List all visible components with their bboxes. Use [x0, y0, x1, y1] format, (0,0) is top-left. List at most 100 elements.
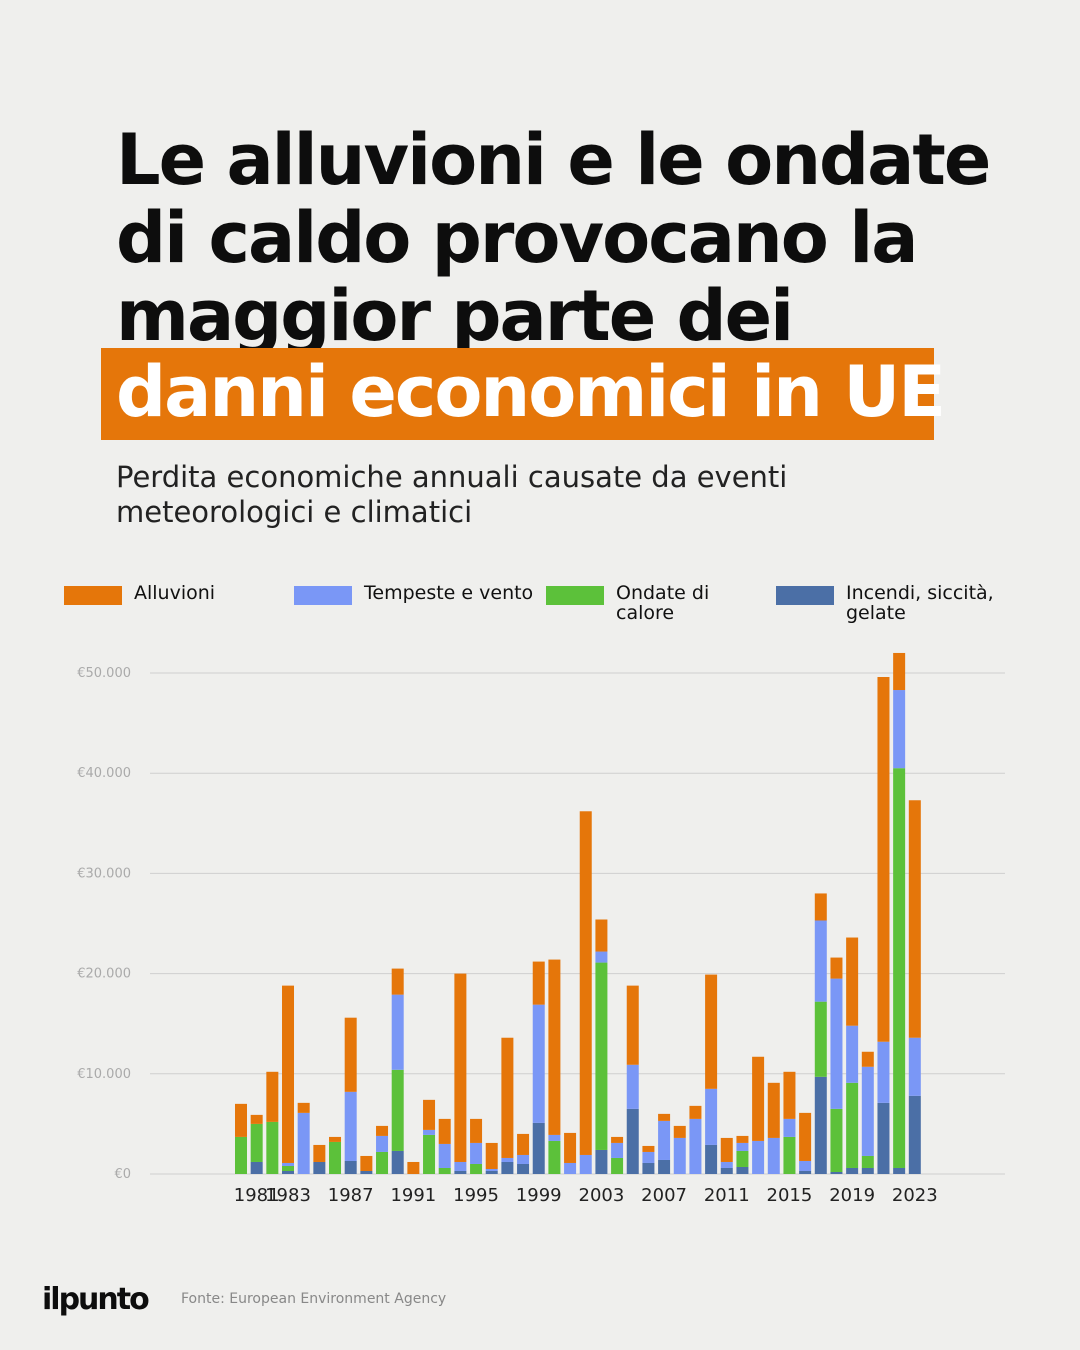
bar-segment	[783, 1136, 796, 1174]
y-tick-label: €20.000	[77, 967, 131, 982]
bar-segment	[266, 1071, 279, 1122]
title-line: di caldo provocano la	[116, 197, 918, 279]
bar-segment	[846, 1025, 859, 1083]
bar-segment	[407, 1161, 420, 1174]
bar-segment	[877, 677, 890, 1042]
bar-segment	[548, 1140, 561, 1174]
legend-swatch	[294, 586, 352, 605]
bar-segment	[705, 974, 718, 1089]
legend-label: Ondate di calore	[616, 582, 710, 624]
bar-segment	[376, 1151, 389, 1174]
bar-segment	[642, 1162, 655, 1174]
bar-segment	[736, 1166, 749, 1174]
x-tick-label: 1983	[265, 1185, 311, 1206]
bar-segment	[658, 1159, 671, 1174]
bar-segment	[736, 1142, 749, 1151]
bar-segment	[282, 985, 295, 1163]
bar-segment	[454, 1170, 467, 1174]
bar-segment	[877, 1041, 890, 1103]
bar-segment	[799, 1170, 812, 1174]
legend-label: Tempeste e vento	[364, 582, 534, 604]
y-tick-label: €0	[114, 1167, 131, 1182]
bar-segment	[846, 1167, 859, 1174]
bar-segment	[532, 1122, 545, 1174]
bar-segment	[423, 1129, 436, 1135]
bar-segment	[391, 968, 404, 995]
bar-segment	[642, 1145, 655, 1152]
bar-segment	[720, 1161, 733, 1168]
bar-segment	[438, 1167, 451, 1174]
x-tick-label: 2019	[829, 1185, 875, 1206]
x-tick-label: 2003	[579, 1185, 625, 1206]
bar-segment	[814, 1076, 827, 1174]
bar-segment	[438, 1143, 451, 1168]
bar-segment	[908, 1037, 921, 1096]
y-tick-label: €10.000	[77, 1067, 131, 1082]
bar-segment	[423, 1134, 436, 1174]
bar-segment	[814, 920, 827, 1002]
bar-segment	[250, 1123, 263, 1162]
logo: ilpunto	[42, 1282, 150, 1317]
x-tick-label: 1991	[390, 1185, 436, 1206]
legend-label: Alluvioni	[134, 582, 216, 604]
bar-segment	[501, 1157, 514, 1162]
bar-segment	[470, 1142, 483, 1164]
bar-segment	[329, 1141, 342, 1174]
bar-segment	[736, 1150, 749, 1167]
bar-segment	[454, 973, 467, 1162]
x-tick-label: 2023	[892, 1185, 938, 1206]
x-tick-label: 2015	[767, 1185, 813, 1206]
bar-segment	[579, 811, 592, 1155]
bar-segment	[235, 1136, 247, 1174]
subtitle-line: Perdita economiche annuali causate da ev…	[116, 460, 788, 494]
bar-segment	[705, 1088, 718, 1145]
bar-segment	[752, 1056, 765, 1141]
x-tick-label: 1995	[453, 1185, 499, 1206]
bar-segment	[689, 1118, 702, 1174]
bar-segment	[391, 994, 404, 1070]
bar-segment	[783, 1071, 796, 1119]
bar-segment	[893, 768, 906, 1168]
bar-segment	[736, 1135, 749, 1143]
bar-segment	[814, 893, 827, 921]
bar-segment	[799, 1160, 812, 1171]
bar-segment	[642, 1151, 655, 1163]
bar-segment	[830, 957, 843, 979]
bar-segment	[391, 1150, 404, 1174]
bar-segment	[376, 1135, 389, 1152]
bar-segment	[548, 959, 561, 1135]
bar-segment	[423, 1099, 436, 1130]
y-tick-label: €30.000	[77, 866, 131, 881]
bar-segment	[564, 1132, 577, 1163]
bar-segment	[595, 951, 608, 963]
bar-segment	[861, 1066, 874, 1156]
bar-segment	[658, 1113, 671, 1121]
legend-swatch	[776, 586, 834, 605]
legend-label: Incendi, siccità, gelate	[846, 582, 994, 624]
legend-swatch	[546, 586, 604, 605]
legend-swatch	[64, 586, 122, 605]
bar-segment	[626, 1108, 639, 1174]
bar-segment	[689, 1105, 702, 1119]
bar-segment	[595, 1149, 608, 1174]
bar-segment	[297, 1112, 310, 1174]
x-tick-label: 2011	[704, 1185, 750, 1206]
bar-segment	[313, 1161, 326, 1174]
bar-segment	[250, 1161, 263, 1174]
bar-segment	[266, 1121, 279, 1174]
bar-segment	[344, 1160, 357, 1174]
bar-segment	[877, 1102, 890, 1174]
bar-segment	[846, 1082, 859, 1168]
y-tick-label: €50.000	[77, 666, 131, 681]
x-tick-label: 2007	[641, 1185, 687, 1206]
y-tick-label: €40.000	[77, 766, 131, 781]
highlight-box	[101, 348, 934, 440]
bar-segment	[344, 1091, 357, 1161]
bar-segment	[391, 1069, 404, 1151]
bar-segment	[611, 1142, 624, 1158]
bar-segment	[282, 1170, 295, 1174]
bar-segment	[438, 1118, 451, 1144]
bar-segment	[454, 1161, 467, 1171]
